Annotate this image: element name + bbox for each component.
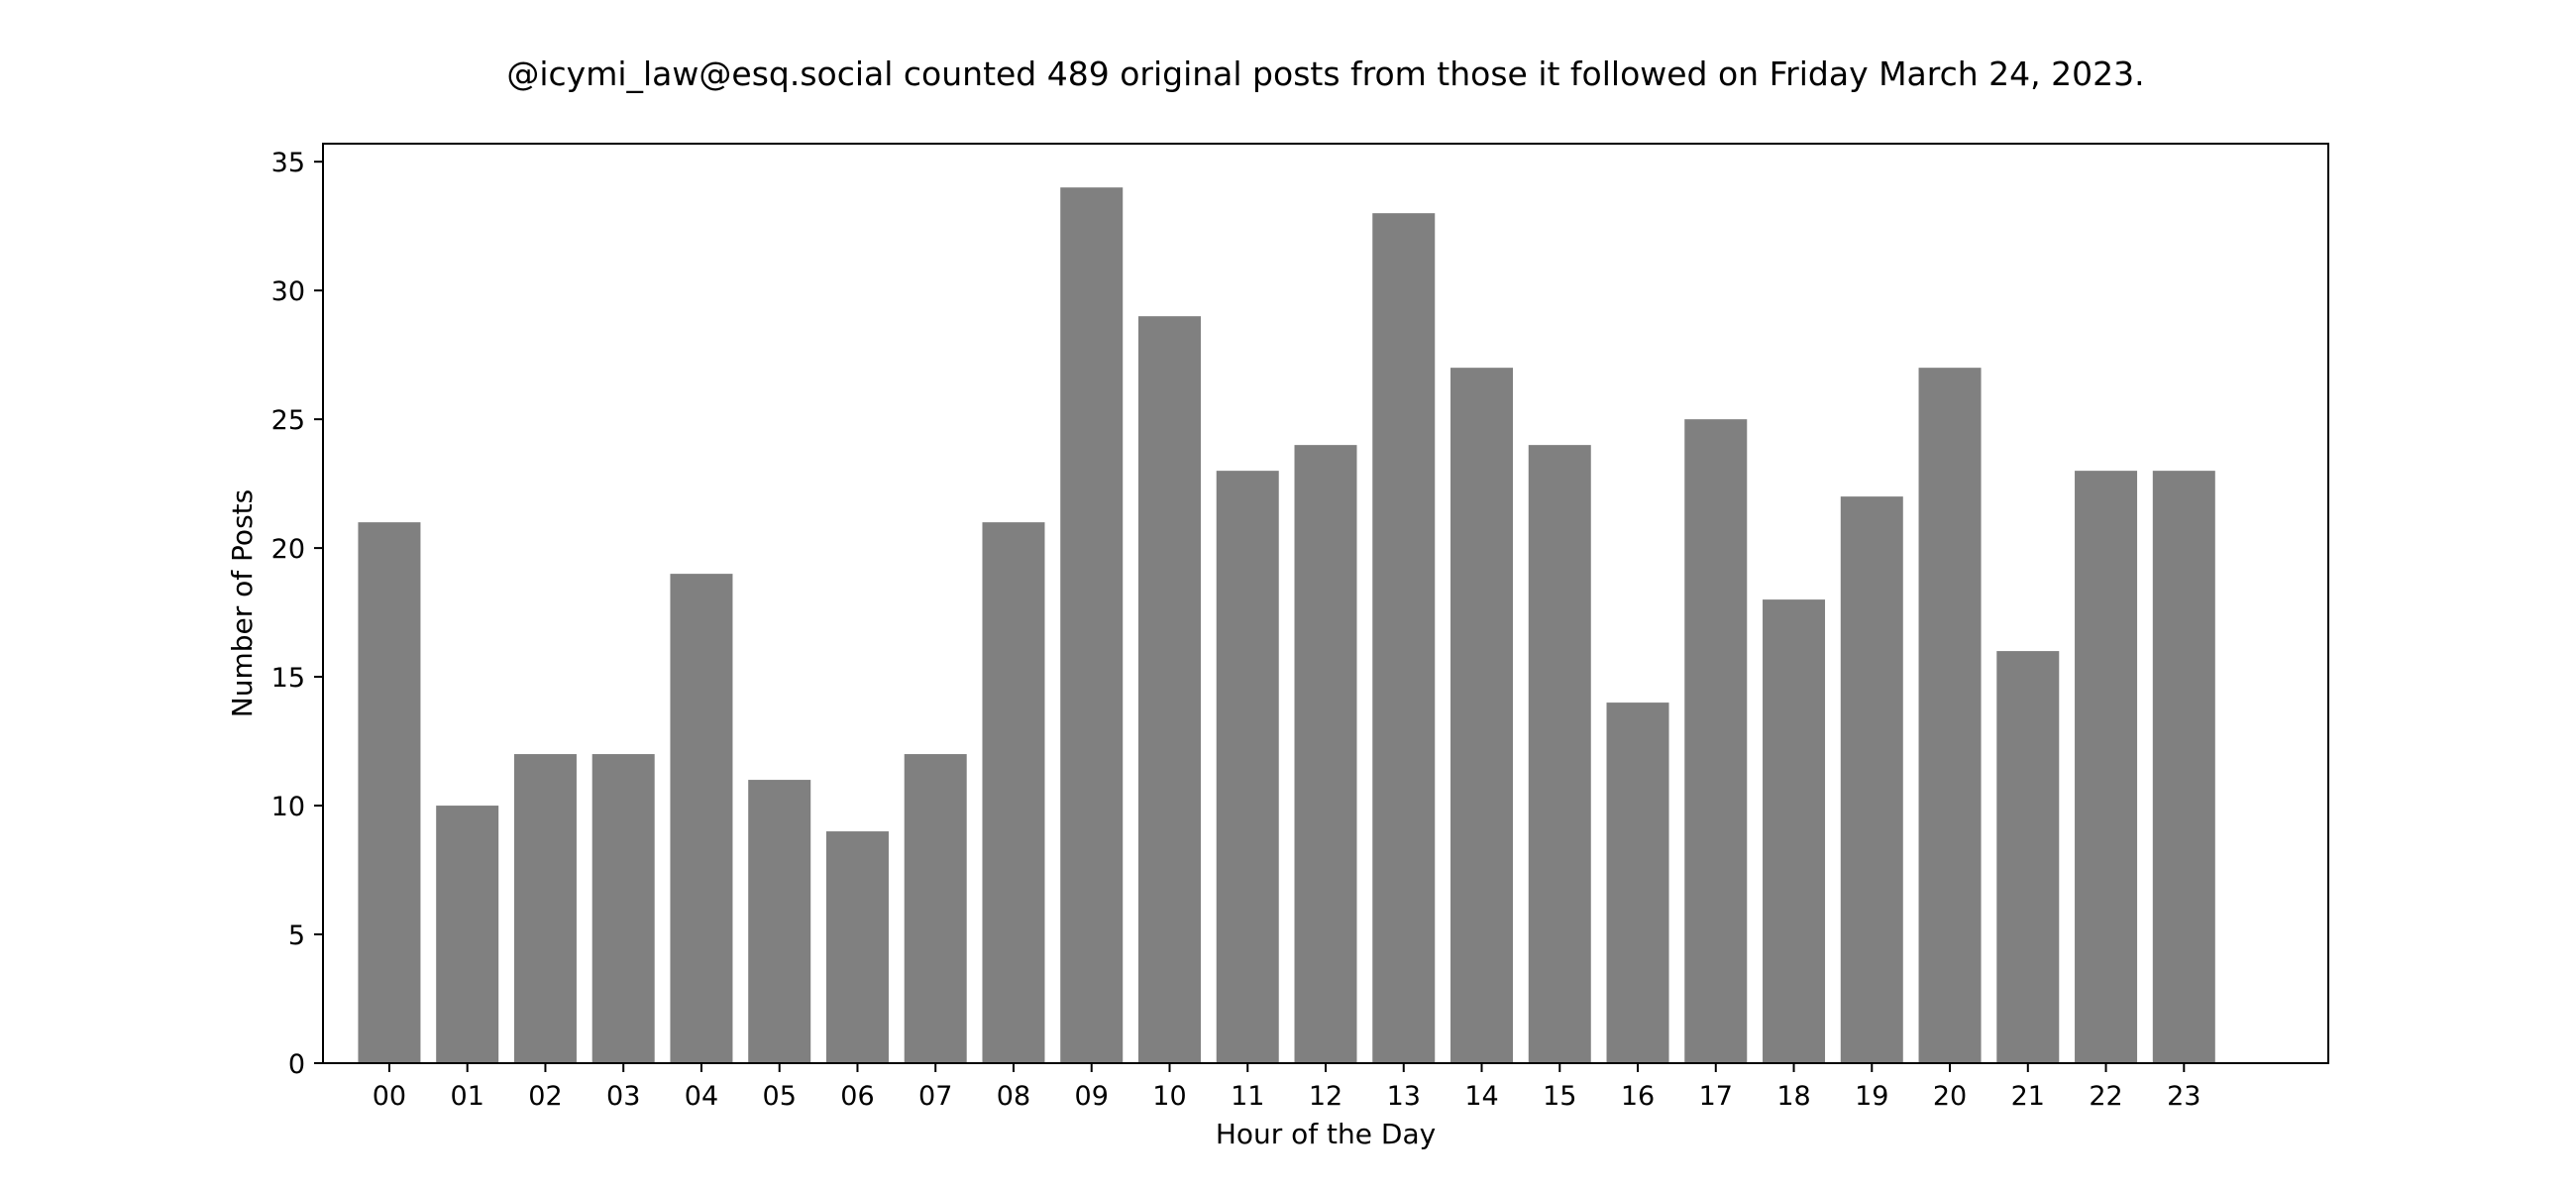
bar-14 [1450,368,1514,1063]
bar-17 [1684,419,1748,1063]
bar-19 [1840,496,1903,1063]
bar-08 [982,522,1045,1063]
x-tick-label: 16 [1621,1081,1655,1112]
bar-07 [904,754,967,1063]
x-tick-label: 03 [606,1081,640,1112]
x-tick-label: 04 [685,1081,718,1112]
x-tick-label: 15 [1543,1081,1576,1112]
y-tick-label: 30 [271,276,305,307]
bar-20 [1918,368,1982,1063]
bar-23 [2152,471,2215,1063]
bar-04 [670,574,733,1063]
bar-02 [513,754,577,1063]
x-tick-label: 11 [1231,1081,1264,1112]
x-tick-label: 14 [1464,1081,1498,1112]
x-tick-label: 08 [997,1081,1030,1112]
x-tick-label: 13 [1387,1081,1421,1112]
x-axis: 00 01 02 03 04 05 06 07 08 09 10 11 12 13 14 15 16 17 18 19… [373,1063,2200,1112]
x-tick-label: 17 [1699,1081,1733,1112]
bar-21 [1996,651,2060,1063]
bar-00 [358,522,421,1063]
x-tick-label: 20 [1933,1081,1967,1112]
bars [358,187,2215,1063]
x-tick-label: 10 [1152,1081,1186,1112]
bar-05 [748,780,811,1063]
bar-11 [1216,471,1279,1063]
y-tick-label: 5 [288,920,305,951]
x-tick-label: 21 [2011,1081,2045,1112]
x-tick-label: 22 [2089,1081,2122,1112]
bar-06 [825,831,889,1063]
bar-09 [1060,187,1124,1063]
y-tick-label: 25 [271,405,305,436]
y-axis: 0 5 10 15 20 25 30 35 [271,148,323,1080]
x-axis-label: Hour of the Day [1216,1118,1436,1150]
y-tick-label: 15 [271,663,305,694]
x-tick-label: 06 [840,1081,874,1112]
x-tick-label: 19 [1855,1081,1888,1112]
x-tick-label: 00 [373,1081,406,1112]
chart-title: @icymi_law@esq.social counted 489 origin… [506,54,2144,93]
y-tick-label: 0 [288,1049,305,1080]
x-tick-label: 01 [451,1081,484,1112]
bar-12 [1294,445,1357,1063]
x-tick-label: 02 [528,1081,562,1112]
x-tick-label: 05 [763,1081,797,1112]
y-tick-label: 35 [271,148,305,178]
x-tick-label: 12 [1309,1081,1342,1112]
y-tick-label: 20 [271,534,305,565]
bar-13 [1372,213,1436,1063]
bar-10 [1137,316,1201,1063]
y-axis-label: Number of Posts [226,489,259,717]
x-tick-label: 18 [1776,1081,1810,1112]
bar-15 [1528,445,1591,1063]
bar-01 [436,806,499,1063]
bar-16 [1606,703,1669,1063]
y-tick-label: 10 [271,792,305,822]
bar-03 [591,754,655,1063]
x-tick-label: 07 [918,1081,952,1112]
x-tick-label: 23 [2167,1081,2200,1112]
x-tick-label: 09 [1075,1081,1109,1112]
bar-22 [2075,471,2138,1063]
bar-18 [1763,599,1826,1063]
